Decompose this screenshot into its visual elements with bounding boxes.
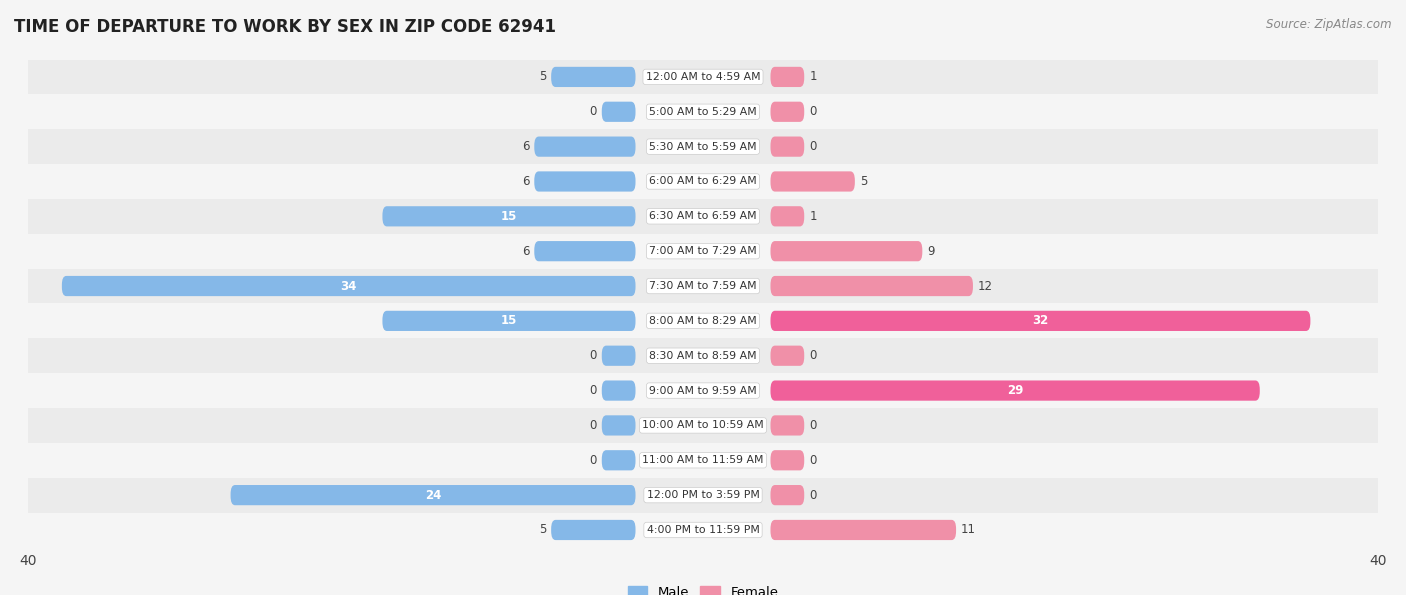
FancyBboxPatch shape: [770, 346, 804, 366]
Text: 9: 9: [928, 245, 935, 258]
Text: 15: 15: [501, 210, 517, 223]
Text: 6: 6: [522, 245, 529, 258]
Text: 6:00 AM to 6:29 AM: 6:00 AM to 6:29 AM: [650, 177, 756, 186]
FancyBboxPatch shape: [382, 206, 636, 227]
Text: 0: 0: [810, 140, 817, 153]
Text: 34: 34: [340, 280, 357, 293]
Text: 6: 6: [522, 175, 529, 188]
Bar: [28, 339, 1378, 373]
FancyBboxPatch shape: [770, 206, 804, 227]
Bar: [28, 268, 1378, 303]
FancyBboxPatch shape: [770, 485, 804, 505]
FancyBboxPatch shape: [770, 520, 956, 540]
Bar: [28, 373, 1378, 408]
Text: 11:00 AM to 11:59 AM: 11:00 AM to 11:59 AM: [643, 455, 763, 465]
FancyBboxPatch shape: [382, 311, 636, 331]
Text: 32: 32: [1032, 314, 1049, 327]
Bar: [28, 408, 1378, 443]
Text: 5: 5: [860, 175, 868, 188]
Text: Source: ZipAtlas.com: Source: ZipAtlas.com: [1267, 18, 1392, 31]
Text: 1: 1: [810, 70, 817, 83]
Text: 0: 0: [810, 349, 817, 362]
Text: 0: 0: [810, 419, 817, 432]
FancyBboxPatch shape: [770, 276, 973, 296]
FancyBboxPatch shape: [551, 520, 636, 540]
Bar: [28, 95, 1378, 129]
Text: 9:00 AM to 9:59 AM: 9:00 AM to 9:59 AM: [650, 386, 756, 396]
Text: 15: 15: [501, 314, 517, 327]
FancyBboxPatch shape: [770, 241, 922, 261]
Text: 0: 0: [810, 105, 817, 118]
FancyBboxPatch shape: [534, 241, 636, 261]
FancyBboxPatch shape: [534, 171, 636, 192]
FancyBboxPatch shape: [770, 136, 804, 156]
Text: 7:00 AM to 7:29 AM: 7:00 AM to 7:29 AM: [650, 246, 756, 256]
FancyBboxPatch shape: [602, 380, 636, 400]
FancyBboxPatch shape: [770, 102, 804, 122]
FancyBboxPatch shape: [602, 346, 636, 366]
FancyBboxPatch shape: [551, 67, 636, 87]
Bar: [28, 303, 1378, 339]
Text: 4:00 PM to 11:59 PM: 4:00 PM to 11:59 PM: [647, 525, 759, 535]
Text: 5: 5: [538, 524, 546, 537]
FancyBboxPatch shape: [770, 67, 804, 87]
Text: 0: 0: [589, 349, 596, 362]
Text: 29: 29: [1007, 384, 1024, 397]
Text: 8:00 AM to 8:29 AM: 8:00 AM to 8:29 AM: [650, 316, 756, 326]
Text: 0: 0: [810, 454, 817, 466]
Text: 12:00 PM to 3:59 PM: 12:00 PM to 3:59 PM: [647, 490, 759, 500]
FancyBboxPatch shape: [231, 485, 636, 505]
Text: 0: 0: [589, 105, 596, 118]
FancyBboxPatch shape: [62, 276, 636, 296]
FancyBboxPatch shape: [770, 171, 855, 192]
Text: 6:30 AM to 6:59 AM: 6:30 AM to 6:59 AM: [650, 211, 756, 221]
Bar: [28, 199, 1378, 234]
Text: 5:30 AM to 5:59 AM: 5:30 AM to 5:59 AM: [650, 142, 756, 152]
Bar: [28, 60, 1378, 95]
Text: 0: 0: [589, 454, 596, 466]
FancyBboxPatch shape: [770, 380, 1260, 400]
FancyBboxPatch shape: [770, 311, 1310, 331]
Text: 1: 1: [810, 210, 817, 223]
Text: 11: 11: [962, 524, 976, 537]
Bar: [28, 234, 1378, 268]
Text: 6: 6: [522, 140, 529, 153]
FancyBboxPatch shape: [602, 102, 636, 122]
FancyBboxPatch shape: [770, 415, 804, 436]
Text: 0: 0: [589, 419, 596, 432]
Text: 24: 24: [425, 488, 441, 502]
Text: 10:00 AM to 10:59 AM: 10:00 AM to 10:59 AM: [643, 421, 763, 430]
Bar: [28, 129, 1378, 164]
Bar: [28, 164, 1378, 199]
Text: 5: 5: [538, 70, 546, 83]
Text: TIME OF DEPARTURE TO WORK BY SEX IN ZIP CODE 62941: TIME OF DEPARTURE TO WORK BY SEX IN ZIP …: [14, 18, 555, 36]
FancyBboxPatch shape: [602, 415, 636, 436]
Text: 12: 12: [979, 280, 993, 293]
Legend: Male, Female: Male, Female: [623, 580, 783, 595]
FancyBboxPatch shape: [602, 450, 636, 471]
Bar: [28, 443, 1378, 478]
FancyBboxPatch shape: [534, 136, 636, 156]
Text: 8:30 AM to 8:59 AM: 8:30 AM to 8:59 AM: [650, 350, 756, 361]
Text: 0: 0: [589, 384, 596, 397]
Text: 12:00 AM to 4:59 AM: 12:00 AM to 4:59 AM: [645, 72, 761, 82]
Text: 7:30 AM to 7:59 AM: 7:30 AM to 7:59 AM: [650, 281, 756, 291]
Text: 0: 0: [810, 488, 817, 502]
Text: 5:00 AM to 5:29 AM: 5:00 AM to 5:29 AM: [650, 107, 756, 117]
FancyBboxPatch shape: [770, 450, 804, 471]
Bar: [28, 512, 1378, 547]
Bar: [28, 478, 1378, 512]
